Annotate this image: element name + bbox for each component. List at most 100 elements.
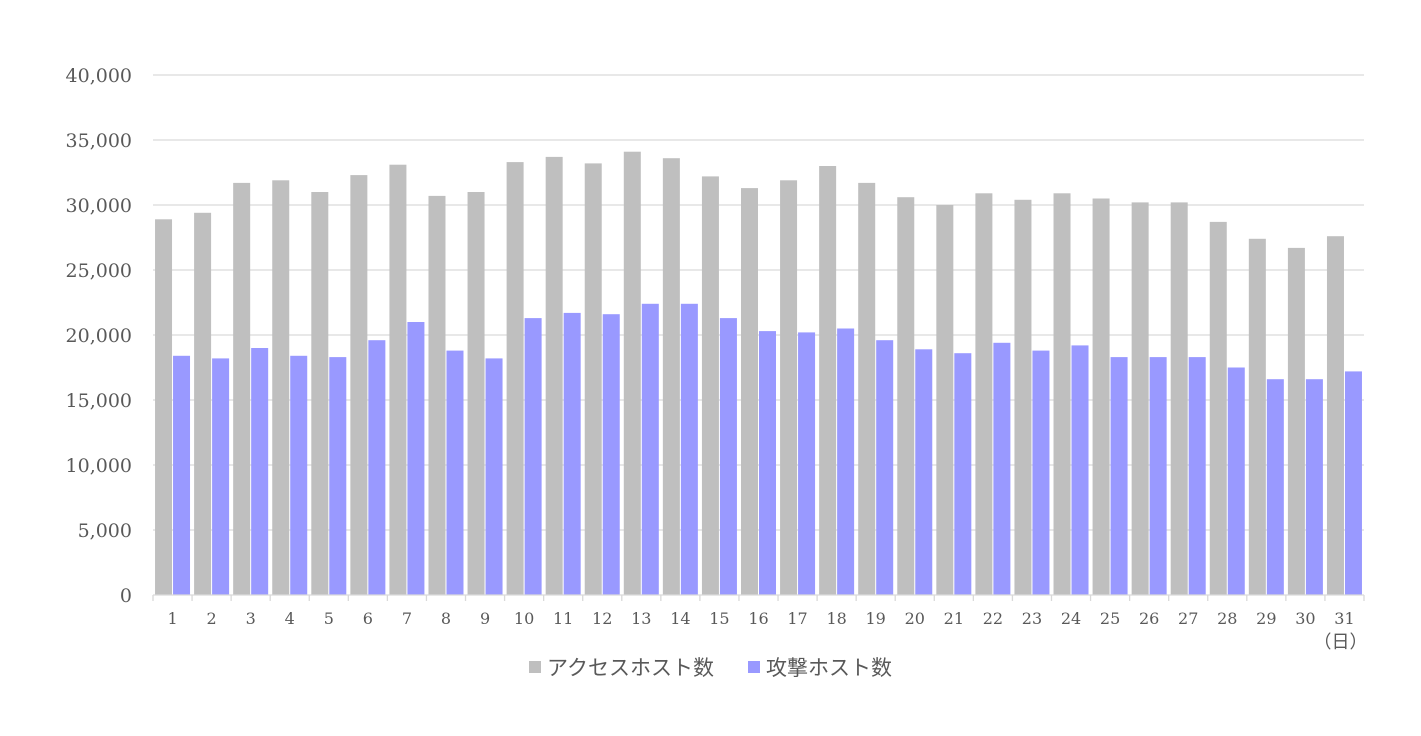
bar-access-hosts [155,219,173,596]
x-tick-label: 16 [748,609,768,628]
bar-access-hosts [1053,193,1071,596]
x-tick-label: 26 [1139,609,1159,628]
bar-attack-hosts [1071,345,1089,595]
legend: アクセスホスト数 攻撃ホスト数 [0,652,1421,682]
legend-label-attack-hosts: 攻撃ホスト数 [765,656,892,680]
bar-access-hosts [584,163,602,595]
legend-label-access-hosts: アクセスホスト数 [547,656,714,680]
bar-attack-hosts [1344,371,1362,595]
bar-access-hosts [936,205,954,595]
x-tick-label: 19 [866,609,886,628]
bar-attack-hosts [563,312,581,595]
bar-attack-hosts [251,348,269,595]
bar-attack-hosts [290,355,308,595]
bar-attack-hosts [719,318,737,595]
bar-attack-hosts [876,340,894,595]
x-tick-label: 14 [670,609,690,628]
x-tick-label: 1 [167,609,177,628]
bar-attack-hosts [1032,350,1050,595]
bar-attack-hosts [329,357,347,595]
bar-access-hosts [1131,202,1149,595]
bar-access-hosts [1014,199,1032,596]
bar-access-hosts [623,151,641,595]
bar-attack-hosts [954,353,972,595]
bar-attack-hosts [1188,357,1206,595]
bar-access-hosts [389,164,407,595]
bar-attack-hosts [680,303,698,595]
y-tick-label: 10,000 [66,455,132,477]
bar-access-hosts [1248,238,1266,596]
x-tick-label: 15 [709,609,729,628]
bar-access-hosts [194,212,212,596]
bar-attack-hosts [173,355,191,595]
x-tick-label: 21 [944,609,964,628]
bar-attack-hosts [915,349,933,595]
bar-access-hosts [350,175,368,595]
bar-attack-hosts [485,358,503,595]
x-tick-label: 28 [1217,609,1237,628]
bar-attack-hosts [407,322,425,595]
x-tick-label: 25 [1100,609,1120,628]
x-tick-label: 5 [324,609,334,628]
x-tick-label: 6 [363,609,373,628]
x-tick-label: 23 [1022,609,1042,628]
y-tick-label: 30,000 [66,195,132,217]
bar-attack-hosts [368,340,386,595]
bar-attack-hosts [641,303,659,595]
legend-item-attack-hosts: 攻撃ホスト数 [747,652,892,682]
x-tick-label: 8 [441,609,451,628]
x-tick-label: 4 [285,609,295,628]
legend-swatch-access-hosts [529,661,542,673]
bar-attack-hosts [1305,379,1323,595]
y-tick-label: 40,000 [66,65,132,87]
bar-attack-hosts [602,314,620,595]
x-tick-label: 7 [402,609,412,628]
x-tick-label: 31 [1334,609,1354,628]
bar-access-hosts [858,182,876,595]
x-axis [152,594,1365,601]
bar-attack-hosts [1110,357,1128,595]
bar-access-hosts [545,156,563,595]
x-axis-unit-label: （日） [1313,632,1367,653]
x-tick-label: 20 [905,609,925,628]
bar-access-hosts [311,192,329,595]
bar-access-hosts [1287,247,1305,595]
x-tick-label: 22 [983,609,1003,628]
x-tick-label: 11 [553,609,573,628]
bar-access-hosts [662,158,680,595]
x-tick-label: 30 [1295,609,1315,628]
bar-attack-hosts [524,318,542,595]
bar-attack-hosts [1266,379,1284,595]
bar-access-hosts [233,182,251,595]
y-tick-label: 5,000 [78,520,132,542]
x-tick-label: 13 [631,609,651,628]
x-tick-label: 12 [592,609,612,628]
bar-access-hosts [897,197,915,595]
bar-access-hosts [1326,236,1344,595]
bar-access-hosts [975,193,993,596]
legend-swatch-attack-hosts [747,661,760,673]
y-tick-label: 15,000 [66,390,132,412]
legend-item-access-hosts: アクセスホスト数 [529,652,714,682]
bar-attack-hosts [212,358,230,595]
bar-attack-hosts [837,328,855,595]
x-tick-label: 29 [1256,609,1276,628]
bar-access-hosts [819,166,837,595]
bar-attack-hosts [1227,367,1245,595]
bar-attack-hosts [1149,357,1167,595]
x-tick-label: 27 [1178,609,1198,628]
bar-access-hosts [741,188,758,595]
x-tick-label: 24 [1061,609,1081,628]
y-axis-tick-labels: 0 5,000 10,000 15,000 20,000 25,000 30,000 35,0… [66,65,132,607]
bar-attack-hosts [446,350,464,595]
bar-access-hosts [780,180,798,596]
x-tick-label: 2 [207,609,217,628]
x-tick-label: 18 [826,609,846,628]
bar-access-hosts [1209,221,1227,595]
bar-access-hosts [701,176,719,595]
x-tick-label: 9 [480,609,490,628]
bar-access-hosts [1170,202,1188,595]
x-tick-label: 3 [246,609,256,628]
